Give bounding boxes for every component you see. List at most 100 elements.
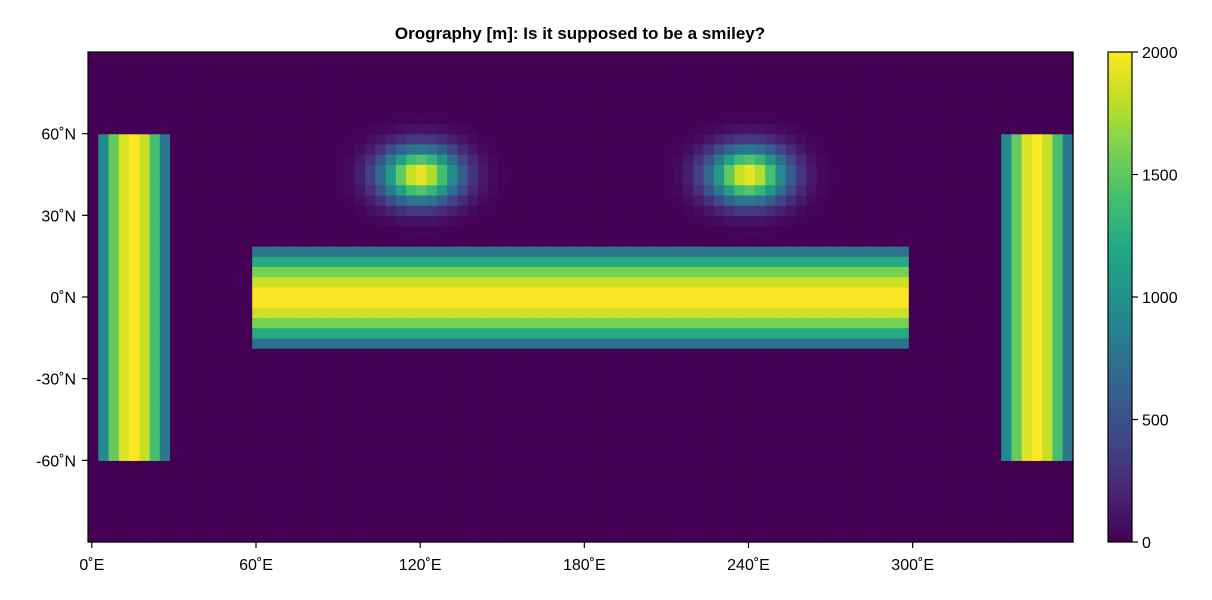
heatmap-cell — [611, 235, 623, 247]
heatmap-cell — [1062, 317, 1074, 329]
heatmap-cell — [231, 409, 243, 421]
heatmap-cell — [221, 470, 233, 482]
heatmap-cell — [98, 399, 110, 410]
heatmap-cell — [344, 174, 356, 186]
heatmap-cell — [303, 450, 315, 461]
heatmap-cell — [970, 531, 982, 543]
colorbar-tick-label: 0 — [1142, 535, 1151, 552]
heatmap-cell — [1011, 164, 1023, 176]
heatmap-cell — [559, 409, 571, 421]
heatmap-cell — [508, 439, 520, 451]
heatmap-cell — [467, 470, 479, 482]
heatmap-cell — [518, 92, 530, 104]
heatmap-cell — [960, 490, 971, 502]
heatmap-cell — [354, 154, 366, 165]
heatmap-cell — [1052, 297, 1064, 308]
heatmap-cell — [816, 358, 828, 370]
heatmap-cell — [262, 103, 274, 114]
heatmap-cell — [1011, 194, 1023, 206]
heatmap-cell — [395, 521, 407, 533]
heatmap-cell — [344, 266, 356, 278]
heatmap-cell — [108, 184, 120, 196]
heatmap-cell — [960, 501, 971, 512]
heatmap-cell — [385, 143, 397, 155]
heatmap-cell — [980, 123, 992, 135]
heatmap-cell — [416, 307, 428, 319]
heatmap-cell — [323, 62, 335, 74]
heatmap-cell — [98, 92, 110, 104]
heatmap-cell — [960, 113, 971, 125]
heatmap-cell — [1031, 62, 1043, 74]
heatmap-cell — [559, 511, 571, 523]
heatmap-cell — [662, 480, 674, 492]
heatmap-cell — [559, 429, 571, 441]
heatmap-cell — [252, 235, 264, 247]
heatmap-cell — [365, 317, 376, 329]
heatmap-cell — [919, 429, 930, 441]
heatmap-cell — [241, 378, 253, 390]
heatmap-cell — [180, 225, 192, 237]
heatmap-cell — [488, 92, 500, 104]
heatmap-cell — [385, 490, 397, 502]
heatmap-cell — [826, 194, 838, 206]
heatmap-cell — [293, 245, 305, 257]
heatmap-cell — [518, 235, 530, 247]
heatmap-cell — [293, 358, 305, 370]
heatmap-cell — [898, 470, 910, 482]
heatmap-cell — [898, 194, 910, 206]
heatmap-cell — [231, 194, 243, 206]
heatmap-cell — [518, 511, 530, 523]
heatmap-cell — [426, 337, 438, 349]
heatmap-cell — [354, 439, 366, 451]
heatmap-cell — [662, 92, 674, 104]
heatmap-cell — [898, 205, 910, 216]
heatmap-cell — [672, 113, 684, 125]
heatmap-cell — [713, 399, 725, 410]
heatmap-cell — [231, 276, 243, 288]
heatmap-cell — [785, 143, 797, 155]
heatmap-cell — [395, 184, 407, 196]
heatmap-cell — [129, 439, 140, 451]
heatmap-cell — [529, 276, 541, 288]
heatmap-cell — [508, 245, 520, 257]
heatmap-cell — [754, 470, 766, 482]
heatmap-cell — [898, 490, 910, 502]
heatmap-cell — [498, 531, 510, 543]
heatmap-cell — [990, 154, 1002, 165]
heatmap-cell — [672, 194, 684, 206]
heatmap-cell — [806, 460, 818, 472]
heatmap-cell — [539, 511, 551, 523]
heatmap-cell — [190, 521, 202, 533]
heatmap-cell — [570, 154, 582, 165]
heatmap-cell — [457, 62, 469, 74]
heatmap-cell — [436, 164, 448, 176]
heatmap-cell — [159, 439, 171, 451]
heatmap-cell — [488, 358, 500, 370]
heatmap-cell — [970, 225, 982, 237]
heatmap-cell — [518, 439, 530, 451]
heatmap-cell — [323, 388, 335, 400]
heatmap-cell — [837, 378, 848, 390]
heatmap-cell — [170, 297, 181, 308]
heatmap-cell — [170, 460, 181, 472]
heatmap-cell — [313, 266, 325, 278]
heatmap-cell — [477, 245, 489, 257]
heatmap-cell — [693, 143, 705, 155]
heatmap-cell — [467, 62, 479, 74]
heatmap-cell — [1062, 348, 1074, 359]
heatmap-cell — [970, 317, 982, 329]
heatmap-cell — [139, 327, 151, 339]
heatmap-cell — [990, 531, 1002, 543]
heatmap-cell — [806, 378, 818, 390]
heatmap-cell — [795, 82, 807, 94]
heatmap-cell — [775, 470, 787, 482]
heatmap-cell — [908, 368, 920, 380]
heatmap-cell — [447, 439, 458, 451]
heatmap-cell — [436, 113, 448, 125]
heatmap-cell — [303, 327, 315, 339]
heatmap-cell — [98, 133, 110, 145]
heatmap-cell — [847, 92, 859, 104]
heatmap-cell — [252, 266, 264, 278]
heatmap-cell — [867, 174, 879, 186]
heatmap-cell — [467, 368, 479, 380]
